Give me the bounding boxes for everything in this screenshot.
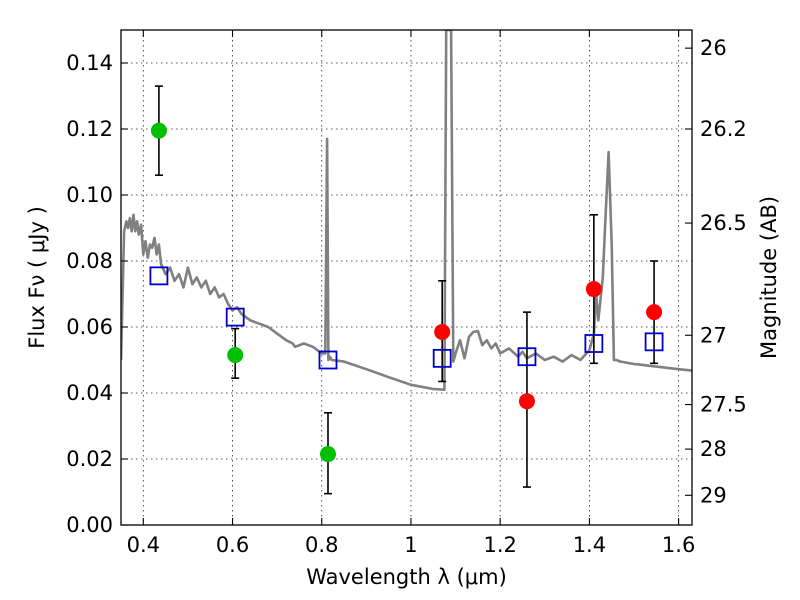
data-point: [585, 281, 602, 298]
data-points: [149, 85, 664, 495]
x-tick-label: 0.8: [305, 533, 338, 557]
right-axis-label: Magnitude (AB): [757, 196, 781, 359]
model-point: [432, 348, 452, 368]
y-tick-label: 0.06: [66, 315, 113, 339]
y-tick-label: 0.14: [66, 51, 113, 75]
right-tick-label: 26: [700, 36, 727, 60]
grid: [121, 30, 692, 526]
model-spectrum: [121, 30, 692, 391]
x-tick-label: 0.6: [216, 533, 249, 557]
x-tick-label: 1.6: [662, 533, 695, 557]
model-point: [225, 307, 245, 327]
y-tick-label: 0.08: [66, 249, 113, 273]
data-point: [319, 446, 336, 463]
right-tick-label: 26.2: [700, 117, 747, 141]
spectrum-line: [121, 30, 692, 391]
right-tick-label: 26.5: [700, 211, 747, 235]
right-tick-label: 27.5: [700, 393, 747, 417]
y-tick-label: 0.00: [66, 513, 113, 537]
y-tick-label: 0.02: [66, 447, 113, 471]
model-point: [517, 347, 537, 367]
data-point: [646, 304, 663, 321]
data-point: [434, 323, 451, 340]
axes: 0.4 0.6 0.8 1 1.2 1.4 1.6 0.00 0.02 0.04 0.06 0.08 0…: [66, 29, 747, 557]
y-axis-label: Flux Fν ( μJy ): [25, 206, 49, 349]
right-tick-label: 29: [700, 483, 727, 507]
data-point: [518, 393, 535, 410]
right-tick-label: 27: [700, 323, 727, 347]
data-point: [227, 347, 244, 364]
y-tick-label: 0.10: [66, 183, 113, 207]
y-tick-label: 0.04: [66, 381, 113, 405]
y-tick-label: 0.12: [66, 117, 113, 141]
data-point: [150, 122, 167, 139]
x-tick-label: 1.4: [573, 533, 606, 557]
x-axis-label: Wavelength λ (μm): [306, 565, 507, 589]
right-tick-label: 28: [700, 437, 727, 461]
model-point: [318, 350, 338, 370]
model-point: [644, 332, 664, 352]
model-point: [149, 266, 169, 286]
plot-frame: [120, 29, 693, 526]
model-point: [584, 334, 604, 353]
x-tick-label: 0.4: [127, 533, 160, 557]
x-tick-label: 1: [404, 533, 417, 557]
x-tick-label: 1.2: [483, 533, 516, 557]
